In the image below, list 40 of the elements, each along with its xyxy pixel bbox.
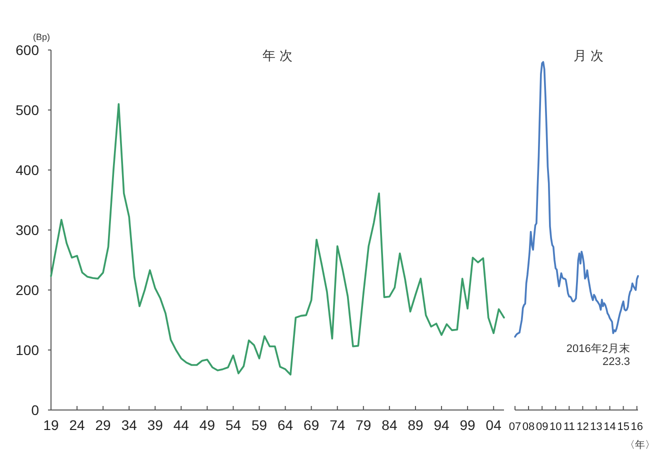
x-tick-label: 44	[173, 417, 190, 433]
y-tick-label: 300	[16, 222, 40, 238]
chart-title: 年 次	[262, 48, 292, 63]
x-tick-label: 08	[522, 421, 535, 433]
x-tick-label: 34	[121, 417, 138, 433]
x-tick-label: 99	[460, 417, 476, 433]
x-tick-label: 19	[43, 417, 59, 433]
x-tick-label: 24	[69, 417, 86, 433]
x-tick-label: 14	[604, 421, 616, 433]
x-tick-label: 39	[147, 417, 164, 433]
x-tick-label: 04	[486, 417, 502, 433]
x-tick-label: 29	[95, 417, 112, 433]
x-tick-label: 12	[576, 421, 589, 433]
x-axis-title: 〈年〉	[625, 439, 652, 451]
x-tick-label: 09	[536, 421, 548, 433]
chart-title: 月 次	[574, 48, 604, 63]
x-tick-label: 59	[251, 417, 268, 433]
y-tick-label: 200	[16, 282, 40, 298]
x-tick-label: 79	[356, 417, 372, 433]
x-tick-label: 11	[563, 421, 575, 433]
x-tick-label: 49	[199, 417, 216, 433]
x-tick-label: 15	[617, 421, 630, 433]
x-tick-label: 84	[382, 417, 398, 433]
x-tick-label: 07	[508, 421, 522, 433]
x-tick-label: 64	[278, 417, 294, 433]
y-tick-label: 400	[16, 162, 40, 178]
x-tick-label: 89	[408, 417, 424, 433]
y-axis-title: (Bp)	[33, 32, 50, 42]
y-tick-label: 100	[16, 342, 40, 358]
y-tick-label: 600	[16, 42, 40, 58]
x-tick-label: 10	[550, 421, 562, 433]
x-tick-label: 94	[434, 417, 450, 433]
annotation: 2016年2月末 223.3	[566, 342, 630, 368]
x-tick-label: 54	[225, 417, 242, 433]
x-tick-label: 13	[590, 421, 602, 433]
x-tick-label: 16	[630, 421, 643, 433]
y-tick-label: 0	[31, 402, 40, 418]
x-tick-label: 74	[330, 417, 346, 433]
x-tick-label: 69	[304, 417, 320, 433]
y-tick-label: 500	[16, 102, 40, 118]
